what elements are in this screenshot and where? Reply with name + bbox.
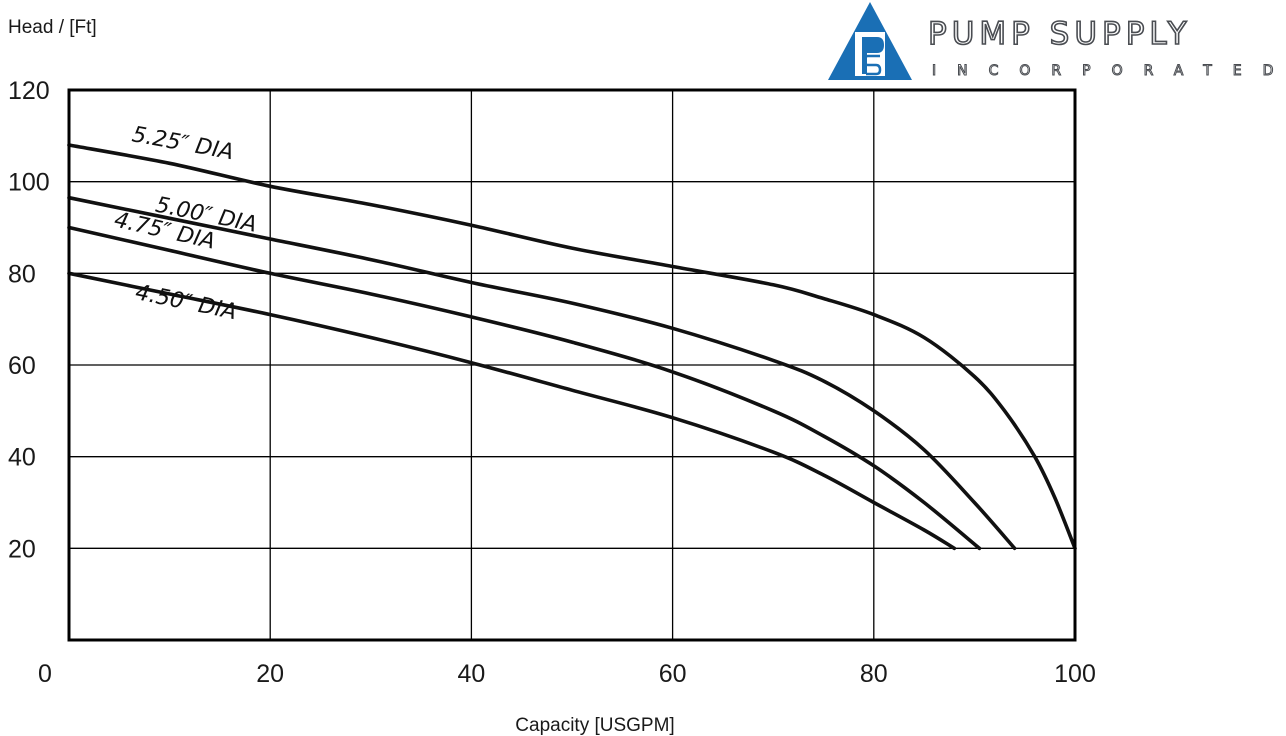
series-line-1	[67, 195, 1017, 551]
y-tick-label-100: 100	[8, 169, 50, 197]
y-tick-label-80: 80	[8, 260, 36, 288]
logo-letter-p	[862, 37, 884, 74]
y-axis-label: Head / [Ft]	[8, 17, 97, 38]
logo-letter-s	[862, 54, 882, 76]
y-tick-label-60: 60	[8, 352, 36, 380]
series-line-2	[67, 225, 982, 551]
plot-frame	[67, 88, 1077, 642]
x-axis-label: Capacity [USGPM]	[515, 715, 674, 736]
ps-triangle-logo-icon	[828, 2, 912, 80]
y-tick-label-20: 20	[8, 535, 36, 563]
x-tick-label-40: 40	[457, 660, 485, 688]
y-tick-label-120: 120	[8, 77, 50, 105]
series-lines	[67, 143, 1077, 551]
brand-subtitle: INCORPORATED	[932, 63, 1286, 79]
origin-tick-label: 0	[38, 660, 52, 688]
tick-labels: 20 40 60 80 100 120 0 20 40 60 80 100	[8, 77, 1096, 688]
series-line-0	[67, 143, 1077, 551]
curve-label-3: 4.50″ DIA	[133, 280, 239, 325]
x-tick-label-20: 20	[256, 660, 284, 688]
x-tick-label-100: 100	[1054, 660, 1096, 688]
series-line-3	[67, 271, 957, 551]
brand-name: PUMP SUPPLY	[928, 16, 1192, 52]
y-tick-label-40: 40	[8, 444, 36, 472]
x-tick-label-60: 60	[659, 660, 687, 688]
gridlines	[69, 90, 1075, 640]
x-tick-label-80: 80	[860, 660, 888, 688]
